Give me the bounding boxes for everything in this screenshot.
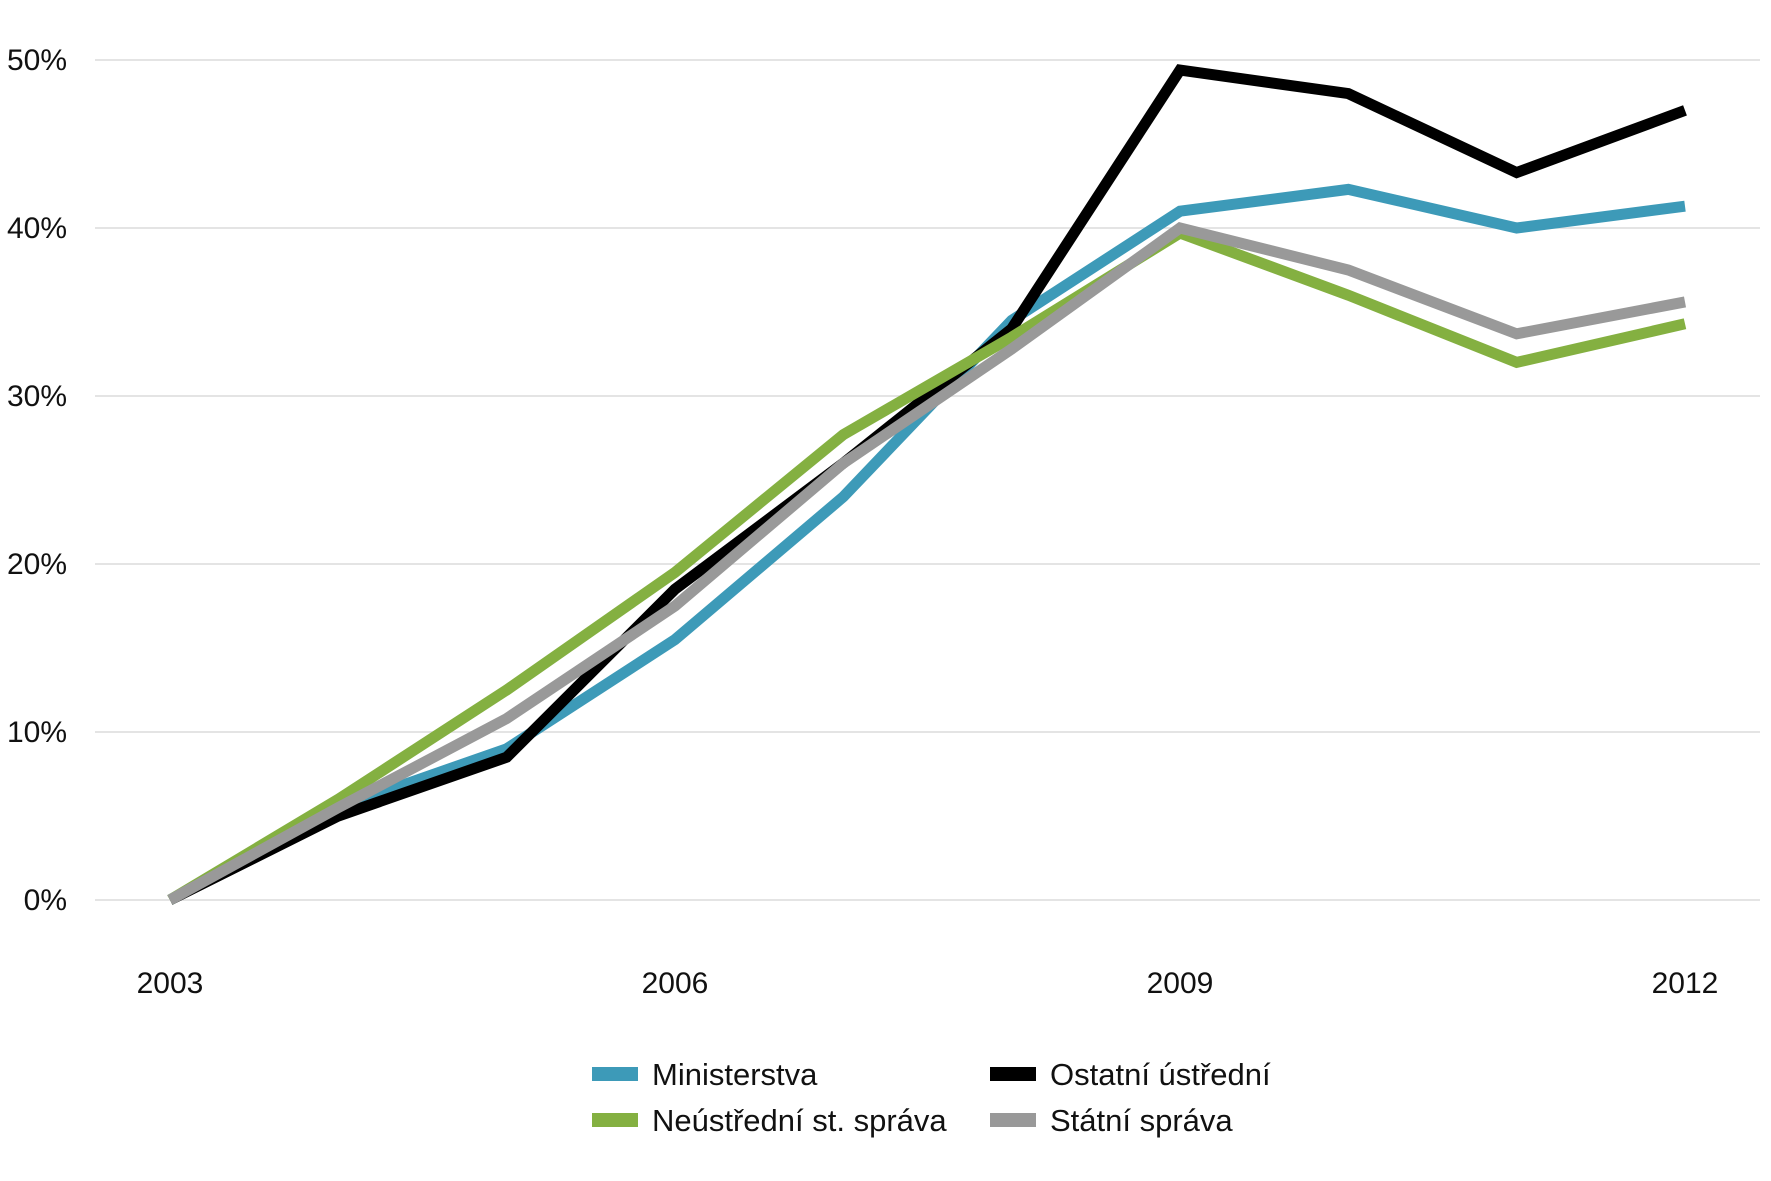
legend-item: Státní správa	[990, 1103, 1233, 1138]
series-line-neustredni-st-sprava	[167, 226, 1687, 905]
series-line-statni-sprava	[167, 222, 1687, 905]
y-axis-tick-labels: 0% 10% 20% 30% 40% 50%	[7, 44, 67, 917]
legend-swatch	[990, 1067, 1036, 1081]
legend-label: Ostatní ústřední	[1050, 1057, 1271, 1092]
y-tick-label: 50%	[7, 44, 67, 77]
x-tick-label: 2009	[1147, 967, 1214, 1000]
x-tick-label: 2006	[642, 967, 709, 1000]
x-tick-label: 2003	[137, 967, 204, 1000]
legend: Ministerstva Ostatní ústřední Neústřední s…	[592, 1057, 1271, 1138]
legend-label: Neústřední st. správa	[652, 1103, 947, 1138]
legend-swatch	[990, 1113, 1036, 1127]
legend-item: Neústřední st. správa	[592, 1103, 947, 1138]
series-line-ostatni-ustredni	[167, 64, 1687, 905]
y-tick-label: 10%	[7, 716, 67, 749]
y-tick-label: 20%	[7, 548, 67, 581]
legend-label: Státní správa	[1050, 1103, 1233, 1138]
y-tick-label: 0%	[24, 884, 67, 917]
legend-swatch	[592, 1113, 638, 1127]
gridlines	[95, 59, 1760, 901]
legend-label: Ministerstva	[652, 1057, 818, 1092]
legend-item: Ministerstva	[592, 1057, 818, 1092]
y-tick-label: 40%	[7, 212, 67, 245]
legend-swatch	[592, 1067, 638, 1081]
legend-item: Ostatní ústřední	[990, 1057, 1271, 1092]
y-tick-label: 30%	[7, 380, 67, 413]
series-lines	[167, 64, 1687, 905]
x-tick-label: 2012	[1652, 967, 1719, 1000]
x-axis-tick-labels: 2003 2006 2009 2012	[137, 967, 1719, 1000]
